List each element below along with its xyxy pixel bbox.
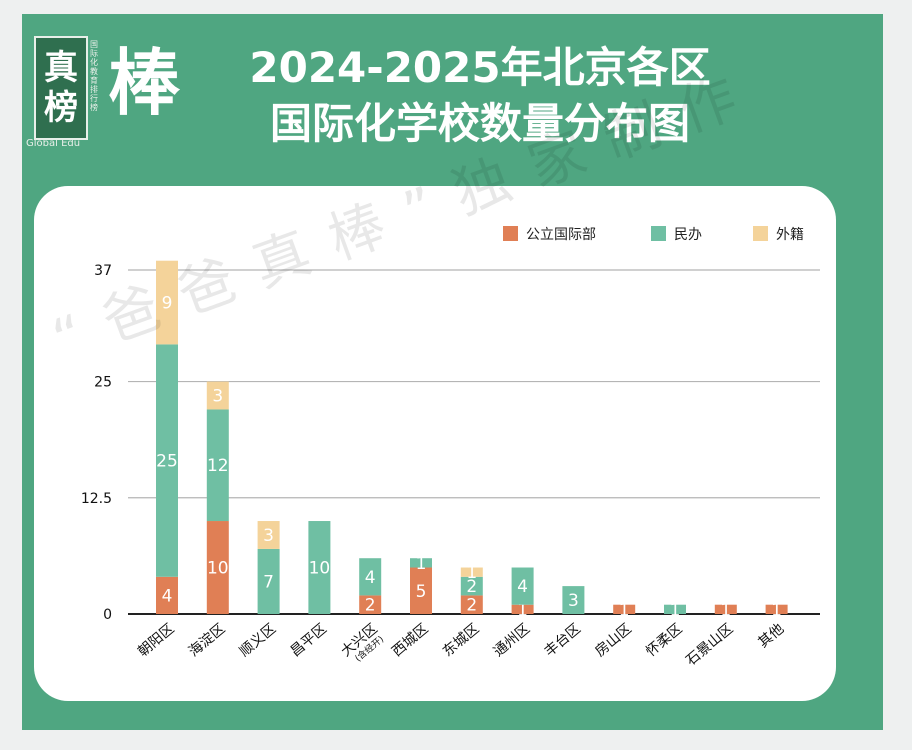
data-label: 4	[517, 577, 528, 597]
chart-title: 2024-2025年北京各区 国际化学校数量分布图	[220, 40, 740, 152]
y-tick-label: 37	[94, 263, 112, 279]
x-tick-label: 朝阳区	[135, 621, 177, 660]
bar-segment	[359, 558, 382, 596]
legend-label: 外籍	[776, 226, 804, 243]
title-line-1: 2024-2025年北京各区	[249, 43, 711, 92]
bar-segment	[460, 595, 483, 614]
data-label: 1	[466, 563, 477, 583]
bar-segment	[156, 344, 178, 577]
data-label: 4	[365, 568, 376, 588]
x-tick-label: 东城区	[440, 621, 482, 660]
bar-segment	[562, 586, 585, 614]
legend-swatch	[753, 226, 768, 241]
bar-segment	[664, 604, 686, 614]
data-label: 3	[212, 387, 223, 407]
data-label: 2	[466, 577, 477, 597]
bar-segment	[206, 521, 229, 614]
data-label: 1	[670, 600, 681, 620]
data-label: 4	[162, 586, 173, 606]
y-tick-label: 0	[103, 607, 112, 623]
x-tick-label: 通州区	[491, 621, 533, 660]
bar-segment	[308, 521, 331, 614]
logo-char-bottom: 榜	[44, 88, 78, 128]
bar-segment	[765, 604, 788, 614]
bar-segment	[511, 567, 534, 605]
data-label: 1	[720, 600, 731, 620]
x-tick-label: 丰台区	[542, 621, 584, 660]
bar-segment	[511, 604, 534, 614]
legend-label: 民办	[674, 227, 702, 243]
logo-badge: 真 榜	[34, 36, 88, 140]
brand-mark: 棒	[108, 41, 181, 125]
y-tick-label: 25	[94, 375, 112, 391]
data-label: 12	[207, 456, 229, 476]
bar-segment	[460, 567, 483, 577]
logo-char-top: 真	[44, 48, 78, 88]
x-tick-label: 海淀区	[186, 621, 228, 660]
data-label: 1	[416, 554, 427, 574]
bar-segment	[156, 260, 178, 345]
bar-segment	[613, 604, 636, 614]
data-label: 10	[207, 559, 229, 579]
data-label: 3	[263, 526, 274, 546]
data-label: 3	[568, 591, 579, 611]
x-tick-label: 其他	[755, 621, 787, 651]
logo-vertical-text: 国际化教育排行榜	[90, 40, 98, 112]
bar-segment	[257, 521, 280, 549]
logo-english: Global Edu	[26, 138, 81, 149]
data-label: 1	[771, 600, 782, 620]
x-tick-label: 石景山区	[683, 621, 736, 669]
data-label: 1	[619, 600, 630, 620]
x-tick-label: 怀柔区	[643, 621, 685, 660]
legend-swatch	[651, 226, 666, 241]
x-tick-label: 房山区	[592, 621, 634, 660]
title-line-2: 国际化学校数量分布图	[269, 99, 690, 148]
bar-segment	[410, 558, 432, 568]
bar-segment	[460, 576, 483, 596]
data-label: 7	[263, 572, 274, 592]
data-label: 10	[309, 559, 331, 579]
legend-swatch	[503, 226, 518, 241]
bar-segment	[410, 567, 432, 614]
legend-label: 公立国际部	[526, 227, 596, 243]
bar-segment	[156, 576, 178, 614]
bar-segment	[257, 548, 280, 614]
data-label: 9	[162, 294, 173, 314]
y-tick-label: 12.5	[81, 491, 112, 507]
bar-segment	[206, 381, 229, 410]
x-tick-label: 昌平区	[288, 621, 330, 660]
bar-segment	[206, 409, 229, 522]
bar-segment	[359, 595, 382, 614]
x-tick-label: 顺义区	[237, 621, 279, 660]
data-label: 25	[156, 452, 178, 472]
bar-segment	[714, 604, 737, 614]
data-label: 1	[517, 600, 528, 620]
data-label: 5	[416, 582, 427, 602]
data-label: 2	[466, 596, 477, 616]
x-tick-label: 西城区	[389, 621, 431, 660]
data-label: 2	[365, 596, 376, 616]
